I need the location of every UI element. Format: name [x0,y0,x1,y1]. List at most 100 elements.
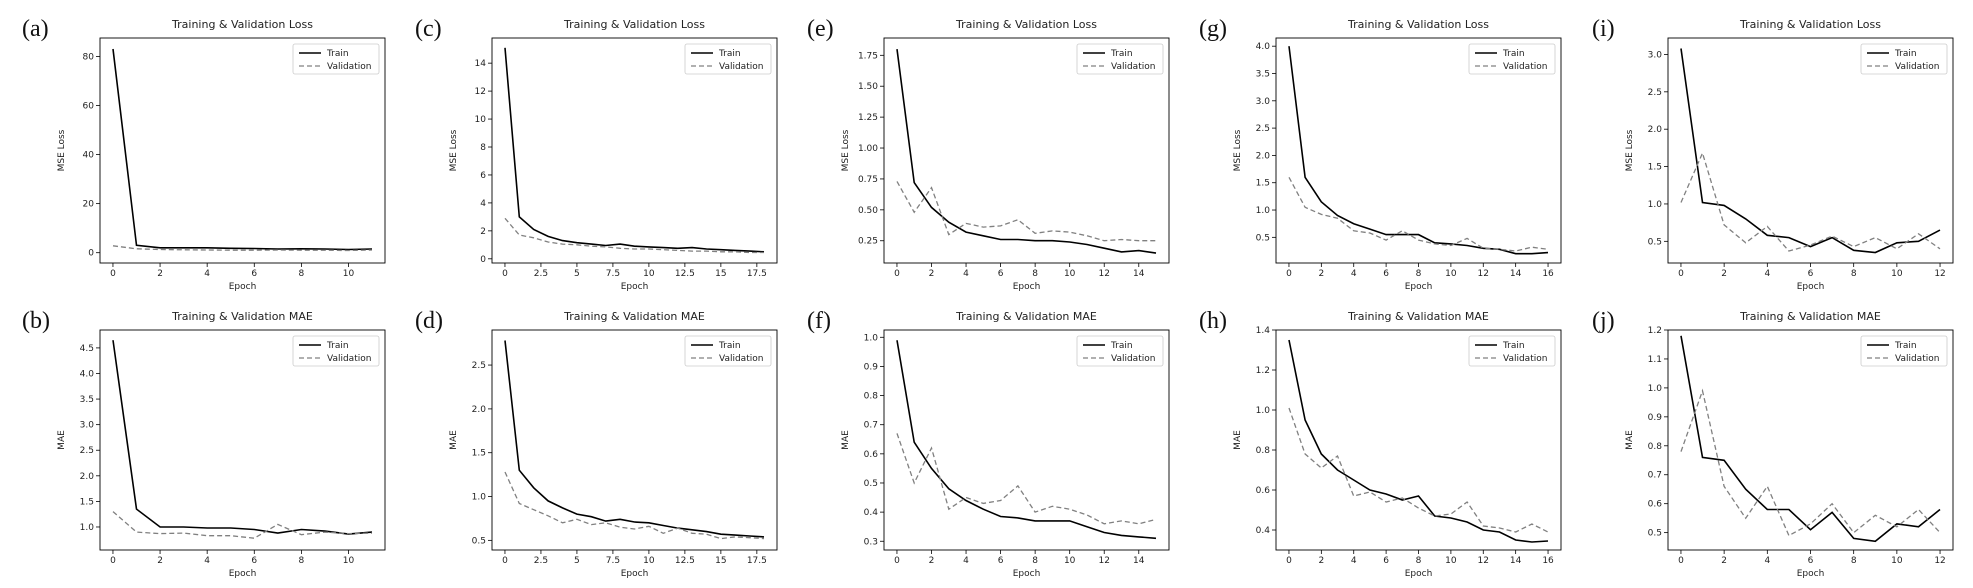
chart-10: (j) Training & Validation MAE 0 2 4 6 8 10 12 0.5… [1592,308,1954,579]
x-tick-label: 12.5 [675,269,695,279]
legend-entry-train: Train [1894,341,1917,351]
legend-box [1860,335,1948,367]
y-tick-label: 1.50 [858,82,878,92]
y-tick-label: 1.5 [80,497,94,507]
y-tick-label: 8 [480,143,486,153]
x-tick-label: 12 [1934,269,1945,279]
y-tick-label: 0.6 [1256,486,1271,496]
x-tick-label: 8 [1032,269,1038,279]
x-tick-label: 7.5 [606,269,620,279]
legend-entry-validation: Validation [719,62,763,72]
x-tick-label: 12 [1934,556,1945,566]
y-tick-label: 3.0 [80,421,95,431]
x-tick-label: 8 [1416,269,1422,279]
y-tick-label: 2.0 [1256,151,1271,161]
legend-entry-train: Train [326,341,349,351]
legend-box [292,335,380,367]
y-tick-label: 14 [475,59,487,69]
panel-label: (c) [415,16,442,42]
x-axis-label: Epoch [621,569,649,579]
y-tick-label: 0.5 [472,536,486,546]
y-tick-label: 20 [83,200,95,210]
legend-entry-validation: Validation [327,62,371,72]
series-line-train [896,48,1157,254]
x-tick-label: 6 [251,269,257,279]
y-tick-label: 1.0 [1648,200,1663,210]
legend-box [1860,43,1948,75]
x-tick-label: 14 [1510,556,1522,566]
y-tick-label: 4.0 [1256,42,1271,52]
series-line-train [1680,335,1941,543]
y-tick-label: 0.8 [1648,442,1663,452]
x-tick-label: 8 [1032,556,1038,566]
legend-entry-train: Train [1502,341,1525,351]
x-tick-label: 2 [1318,556,1324,566]
chart-title: Training & Validation Loss [1347,18,1489,31]
x-tick-label: 0 [502,556,508,566]
x-tick-label: 4 [1351,269,1357,279]
y-tick-label: 0.7 [1648,471,1662,481]
y-tick-label: 0.6 [864,450,879,460]
series-line-validation [1680,151,1941,252]
chart-title: Training & Validation MAE [1739,310,1881,323]
legend: Train Validation [1860,43,1948,75]
x-tick-label: 14 [1510,269,1522,279]
chart-title: Training & Validation MAE [171,310,313,323]
y-tick-label: 3.5 [80,395,94,405]
x-tick-label: 5 [574,269,580,279]
x-tick-label: 5 [574,556,580,566]
x-axis-label: Epoch [229,282,257,292]
x-tick-label: 2 [929,556,935,566]
x-tick-label: 0 [894,269,900,279]
x-tick-label: 8 [299,556,305,566]
x-tick-label: 4 [1351,556,1357,566]
y-tick-label: 3.0 [1256,97,1271,107]
x-tick-label: 16 [1542,269,1554,279]
x-tick-label: 0 [110,269,116,279]
x-tick-label: 2 [1721,556,1727,566]
y-tick-label: 0.5 [1256,233,1270,243]
x-axis-label: Epoch [1013,569,1041,579]
chart-3: (c) Training & Validation Loss 0 2.5 5 7.5 10 1… [415,16,778,292]
legend-entry-train: Train [326,49,349,59]
chart-7: (g) Training & Validation Loss 0 2 4 6 8 10 12 14… [1199,16,1562,292]
x-tick-label: 10 [1445,269,1457,279]
x-tick-label: 4 [204,269,210,279]
x-axis-label: Epoch [621,282,649,292]
y-tick-label: 0.5 [1648,529,1662,539]
legend-box [684,335,772,367]
x-tick-label: 10 [1064,269,1076,279]
y-tick-label: 12 [475,87,486,97]
y-tick-label: 1.0 [864,333,879,343]
plot-frame [99,329,386,551]
x-tick-label: 0 [1286,269,1292,279]
y-tick-label: 1.5 [472,449,486,459]
panel-label: (i) [1592,16,1615,42]
x-tick-label: 4 [204,556,210,566]
legend: Train Validation [684,335,772,367]
y-tick-label: 1.2 [1256,366,1270,376]
y-axis-label: MSE Loss [57,129,67,171]
x-axis-label: Epoch [1405,569,1433,579]
y-tick-label: 0 [88,249,94,259]
y-axis-label: MAE [1625,430,1635,450]
y-tick-label: 80 [83,52,95,62]
panel-label: (b) [22,308,50,334]
x-tick-label: 2 [157,556,163,566]
x-tick-label: 6 [251,556,257,566]
x-tick-label: 16 [1542,556,1554,566]
legend: Train Validation [1076,335,1164,367]
legend-box [1076,335,1164,367]
x-tick-label: 12 [1099,556,1110,566]
y-tick-label: 6 [480,171,486,181]
series-line-validation [896,433,1157,525]
x-tick-label: 6 [1808,556,1814,566]
y-tick-label: 0.8 [1256,446,1271,456]
x-tick-label: 4 [1764,556,1770,566]
y-tick-label: 2.0 [472,405,487,415]
panel-label: (a) [22,16,49,42]
x-tick-label: 8 [299,269,305,279]
series-line-validation [1680,388,1941,537]
legend-entry-validation: Validation [1503,354,1547,364]
y-axis-label: MAE [57,430,67,450]
